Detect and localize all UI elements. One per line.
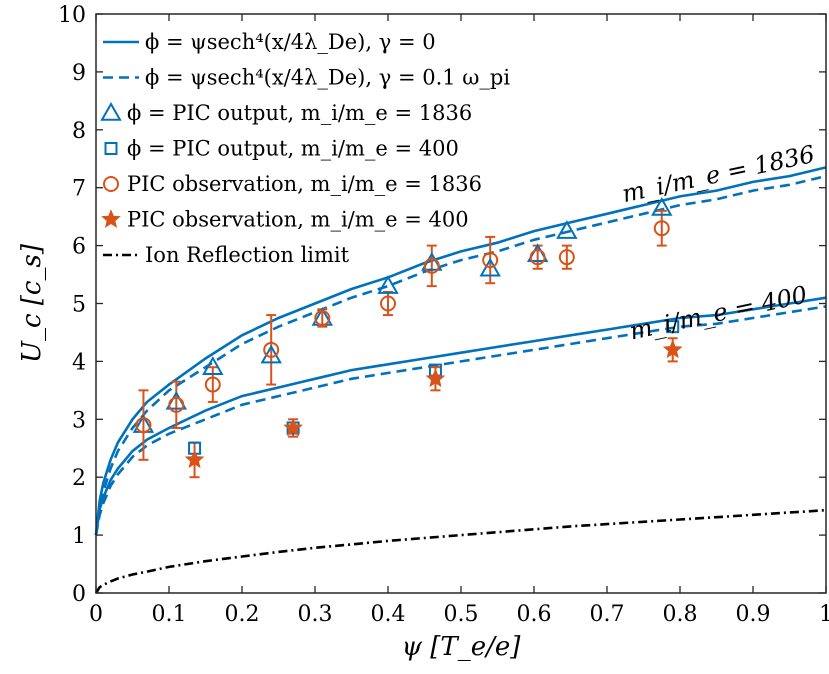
y-tick-label-7: 7 [72, 177, 86, 202]
legend: ϕ = ψsech⁴(x/4λ_De), γ = 0 ϕ = ψsech⁴(x/4… [100, 30, 510, 267]
x-tick-label-0: 0 [89, 602, 103, 627]
triangle-point-10 [651, 196, 673, 216]
triangle-point-7 [479, 257, 501, 277]
x-tick-label-8: 0.8 [663, 602, 698, 627]
circle-point-6 [423, 257, 440, 274]
circle-point-5 [380, 295, 396, 312]
circle-point-9 [558, 249, 575, 266]
circle-point-0 [135, 417, 152, 434]
x-tick-label-7: 0.7 [590, 602, 625, 627]
circle-point-7 [482, 252, 499, 269]
axes-layer: 0 0.1 0.2 0.3 0.4 0.5 0.6 0.7 0.8 0.9 101234567891… [17, 3, 829, 662]
legend-label-5: PIC observation, m_i/m_e = 400 [127, 208, 469, 232]
x-tick-label-6: 0.6 [517, 602, 552, 627]
marker-layer [132, 196, 683, 479]
circle-point-1 [168, 396, 185, 413]
x-tick-label-3: 0.3 [298, 602, 333, 627]
series-line-4 [94, 508, 827, 594]
y-tick-label-8: 8 [72, 119, 86, 144]
legend-swatch-4 [103, 176, 119, 192]
series-line-1 [94, 174, 827, 536]
square-point-3 [666, 320, 680, 334]
triangle-point-9 [556, 220, 578, 239]
y-tick-label-10: 10 [58, 3, 86, 28]
y-tick-label-0: 0 [72, 582, 86, 607]
legend-label-4: PIC observation, m_i/m_e = 1836 [127, 172, 482, 196]
star-point-1 [283, 417, 303, 437]
legend-swatch-2 [100, 101, 122, 121]
legend-swatch-5 [101, 209, 121, 228]
legend-swatch-3 [104, 142, 118, 155]
y-tick-label-1: 1 [72, 524, 86, 549]
circle-point-8 [529, 249, 546, 266]
series-line-2 [94, 296, 827, 536]
x-tick-label-4: 0.4 [371, 602, 406, 627]
legend-label-0: ϕ = ψsech⁴(x/4λ_De), γ = 0 [145, 30, 436, 54]
x-tick-label-2: 0.2 [225, 602, 260, 627]
circle-point-10 [653, 220, 670, 237]
y-tick-label-2: 2 [72, 466, 86, 491]
legend-label-1: ϕ = ψsech⁴(x/4λ_De), γ = 0.1 ω_pi [145, 66, 510, 90]
star-point-0 [184, 449, 205, 469]
star-point-3 [662, 339, 683, 359]
x-tick-label-1: 0.1 [152, 602, 187, 627]
series-line-0 [94, 166, 827, 536]
x-tick-label-9: 0.9 [736, 602, 771, 627]
y-tick-label-3: 3 [72, 408, 86, 433]
circle-point-2 [204, 376, 221, 393]
legend-label-2: ϕ = PIC output, m_i/m_e = 1836 [127, 101, 472, 125]
triangle-point-2 [202, 356, 224, 375]
star-point-2 [425, 368, 446, 388]
y-tick-label-4: 4 [72, 350, 86, 375]
curve-annotation-1: m_i/m_e = 400 [627, 281, 810, 346]
circle-point-3 [263, 341, 280, 358]
x-axis-label: ψ [T_e/e] [402, 632, 522, 662]
y-tick-label-5: 5 [72, 293, 86, 318]
y-axis-label: U_c [c_s] [17, 243, 47, 363]
x-tick-label-5: 0.5 [444, 602, 479, 627]
circle-point-4 [314, 309, 331, 326]
triangle-point-5 [377, 275, 399, 294]
y-tick-label-6: 6 [72, 235, 86, 260]
legend-label-3: ϕ = PIC output, m_i/m_e = 400 [127, 137, 459, 161]
legend-label-6: Ion Reflection limit [145, 243, 350, 267]
x-tick-label-10: 1 [819, 602, 829, 627]
curve-layer [94, 166, 827, 594]
y-tick-label-9: 9 [72, 61, 86, 86]
series-line-3 [94, 305, 827, 536]
